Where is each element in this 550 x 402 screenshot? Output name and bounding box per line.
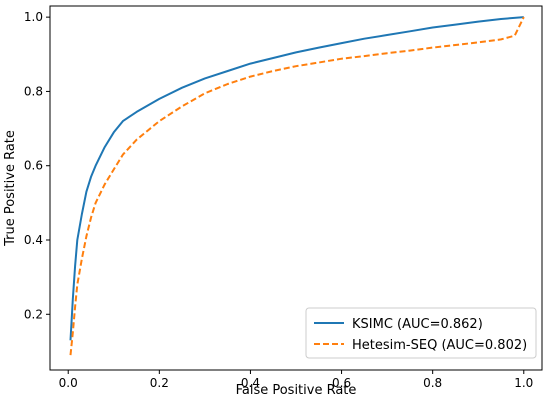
y-tick-label: 0.6 <box>24 159 43 173</box>
legend: KSIMC (AUC=0.862) Hetesim-SEQ (AUC=0.802… <box>305 307 537 359</box>
y-tick-label: 0.4 <box>24 233 43 247</box>
x-tick-label: 0.0 <box>59 376 78 390</box>
x-tick-label: 1.0 <box>514 376 533 390</box>
y-tick-label: 1.0 <box>24 10 43 24</box>
legend-label-ksimc: KSIMC (AUC=0.862) <box>352 317 483 332</box>
series-line-0 <box>69 16 524 341</box>
ticks: 0.0 0.2 0.4 0.6 0.8 1.0 0.2 0.4 0.6 0.8 1.0 <box>24 10 533 390</box>
legend-box <box>305 307 537 359</box>
y-axis-label: True Positive Rate <box>3 130 18 247</box>
legend-label-hetesim: Hetesim-SEQ (AUC=0.802) <box>352 338 527 353</box>
series-lines <box>69 16 525 356</box>
y-tick-label: 0.2 <box>24 307 43 321</box>
x-axis-label: False Positive Rate <box>236 383 357 398</box>
series-line-1 <box>69 16 525 356</box>
y-tick-label: 0.8 <box>24 84 43 98</box>
x-tick-label: 0.2 <box>150 376 169 390</box>
x-tick-label: 0.4 <box>241 376 260 390</box>
x-tick-label: 0.8 <box>423 376 442 390</box>
x-tick-label: 0.6 <box>332 376 351 390</box>
plot-frame <box>49 5 543 371</box>
